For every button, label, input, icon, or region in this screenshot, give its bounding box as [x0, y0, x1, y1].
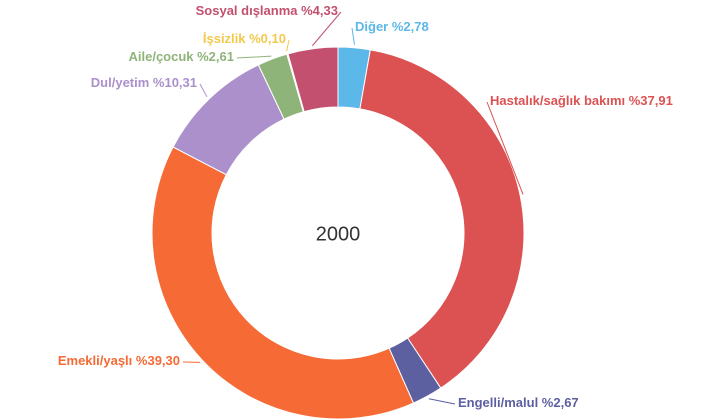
segment-label: İşsizlik %0,10 — [203, 31, 286, 46]
segment-label: Hastalık/sağlık bakımı %37,91 — [490, 93, 673, 108]
value-label: %2,61 — [194, 49, 234, 64]
leader-line — [286, 39, 290, 52]
center-label: 2000 — [316, 223, 361, 245]
leader-line — [486, 101, 524, 195]
category-name: Aile/çocuk — [128, 49, 194, 64]
value-label: %2,78 — [388, 19, 428, 34]
segment-label: Dul/yetim %10,31 — [91, 75, 197, 90]
value-label: %4,33 — [298, 3, 338, 18]
donut-segment — [287, 46, 339, 113]
leader-line — [199, 83, 208, 98]
category-name: Sosyal dışlanma — [196, 3, 299, 18]
leader-line — [351, 27, 355, 45]
segment-label: Diğer %2,78 — [355, 19, 429, 34]
value-label: %10,31 — [149, 75, 197, 90]
donut-segment — [359, 49, 525, 389]
leader-line — [311, 11, 342, 47]
category-name: İşsizlik — [203, 31, 246, 46]
category-name: Diğer — [355, 19, 388, 34]
value-label: %2,67 — [538, 395, 578, 410]
donut-segment — [151, 146, 415, 420]
value-label: %0,10 — [246, 31, 286, 46]
leader-line — [236, 55, 272, 59]
segment-label: Engelli/malul %2,67 — [458, 395, 579, 410]
category-name: Hastalık/sağlık bakımı — [490, 93, 625, 108]
segment-label: Sosyal dışlanma %4,33 — [196, 3, 338, 18]
segment-label: Emekli/yaşlı %39,30 — [58, 353, 180, 368]
leader-line — [428, 398, 456, 405]
category-name: Emekli/yaşlı — [58, 353, 132, 368]
segment-label: Aile/çocuk %2,61 — [128, 49, 234, 64]
category-name: Dul/yetim — [91, 75, 150, 90]
value-label: %37,91 — [625, 93, 673, 108]
category-name: Engelli/malul — [458, 395, 538, 410]
value-label: %39,30 — [132, 353, 180, 368]
